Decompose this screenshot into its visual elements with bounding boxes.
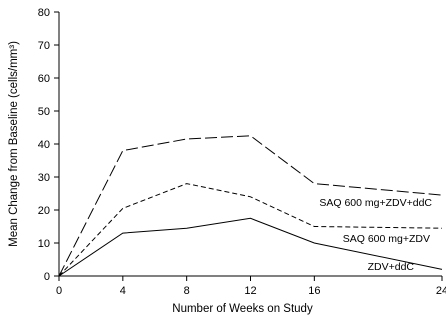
y-tick-label: 0 [44, 271, 50, 283]
series-label-1: SAQ 600 mg+ZDV+ddC [319, 197, 432, 209]
series-lines [58, 135, 443, 277]
y-tick-label: 60 [38, 73, 50, 85]
series-line-1 [58, 135, 443, 277]
series-labels: SAQ 600 mg+ZDV+ddC SAQ 600 mg+ZDV ZDV+ddC [319, 197, 432, 273]
x-tick-label: 12 [244, 285, 256, 297]
y-tick-label: 50 [38, 106, 50, 118]
y-tick-label: 70 [38, 40, 50, 52]
x-tick-label: 0 [56, 285, 62, 297]
series-line-2 [58, 183, 443, 277]
y-tick-label: 30 [38, 172, 50, 184]
y-tick-label: 20 [38, 205, 50, 217]
x-tick-label: 24 [436, 285, 446, 297]
x-tick-label: 16 [308, 285, 320, 297]
y-tick-label: 10 [38, 238, 50, 250]
y-tick-label: 40 [38, 139, 50, 151]
series-label-2: SAQ 600 mg+ZDV [343, 233, 430, 245]
x-tick-label: 8 [184, 285, 190, 297]
x-ticks: 0 4 8 12 16 24 [56, 276, 446, 297]
series-line-3 [58, 217, 443, 277]
x-axis-title: Number of Weeks on Study [172, 303, 313, 315]
y-axis-title: Mean Change from Baseline (cells/mm³) [8, 41, 20, 247]
x-tick-label: 4 [120, 285, 126, 297]
y-ticks: 0 10 20 30 40 50 60 70 80 [38, 7, 59, 283]
y-tick-label: 80 [38, 7, 50, 19]
series-label-3: ZDV+ddC [368, 261, 415, 273]
